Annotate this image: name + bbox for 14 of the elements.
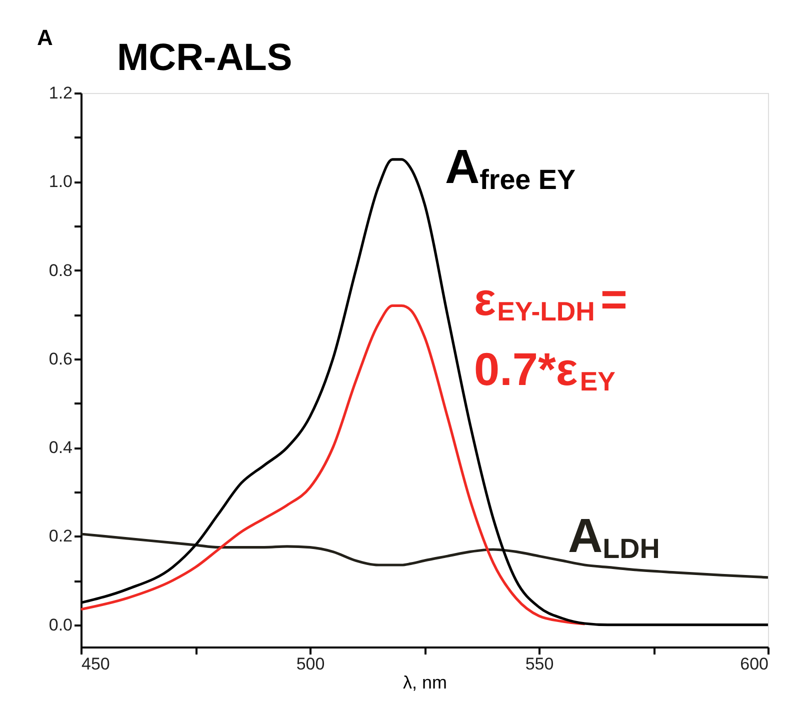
y-tick-label: 0.6: [48, 349, 72, 368]
x-tick-label: 600: [740, 654, 768, 674]
y-tick-label: 0.4: [48, 438, 72, 458]
x-tick-label: 550: [525, 654, 554, 674]
y-tick-label: 0.0: [48, 615, 72, 634]
x-tick-label: 500: [296, 654, 325, 674]
y-tick-label: 1.0: [48, 172, 72, 192]
y-tick-label: 1.2: [48, 84, 72, 102]
y-tick-label: 0.8: [48, 260, 72, 280]
y-tick-label: 0.2: [48, 526, 72, 546]
x-axis-title: λ, nm: [402, 672, 448, 692]
text: A: [37, 25, 53, 50]
chart-title: MCR-ALS: [117, 37, 292, 79]
x-tick-label: 450: [82, 654, 110, 674]
